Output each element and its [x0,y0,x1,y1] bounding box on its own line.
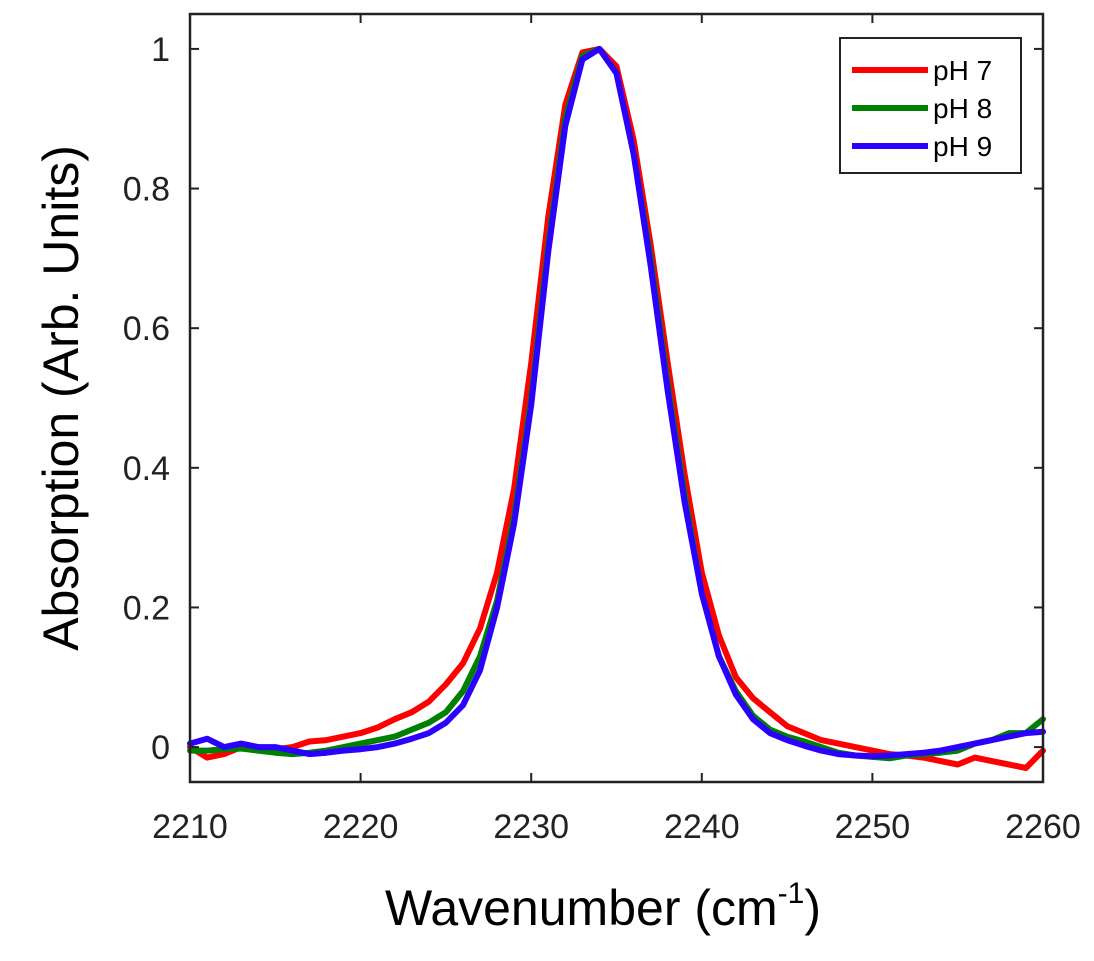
legend: pH 7 pH 8 pH 9 [839,37,1022,174]
y-tick-label: 0.6 [123,310,170,348]
ticks-layer [189,14,1044,782]
x-tick-label: 2220 [323,808,399,846]
y-tick-label: 0 [151,729,170,767]
x-tick-label: 2250 [835,808,911,846]
x-tick-label: 2210 [152,808,228,846]
plot-frame [188,12,1045,784]
y-axis-title: Absorption (Arb. Units) [33,145,89,651]
y-tick-label: 0.8 [123,171,170,209]
y-tick-label: 0.2 [123,589,170,627]
tick-labels: 2210 2220 2230 2240 2250 2260 0 0.2 0.4 0.6 0.8 1 [123,31,1081,846]
series-layer [187,45,1046,771]
legend-label-3: pH 9 [933,131,992,162]
x-tick-label: 2230 [493,808,569,846]
x-axis-title: Wavenumber (cm-1) [385,877,821,936]
x-tick-label: 2260 [1005,808,1081,846]
x-axis-title-close: ) [804,880,821,936]
x-axis-title-superscript: -1 [778,877,805,910]
legend-label-2: pH 8 [933,93,992,124]
x-tick-label: 2240 [664,808,740,846]
legend-label-1: pH 7 [933,55,992,86]
y-tick-label: 0.4 [123,450,170,488]
y-tick-label: 1 [151,31,170,69]
series-line-3 [187,45,1046,760]
legend-box [839,37,1022,174]
